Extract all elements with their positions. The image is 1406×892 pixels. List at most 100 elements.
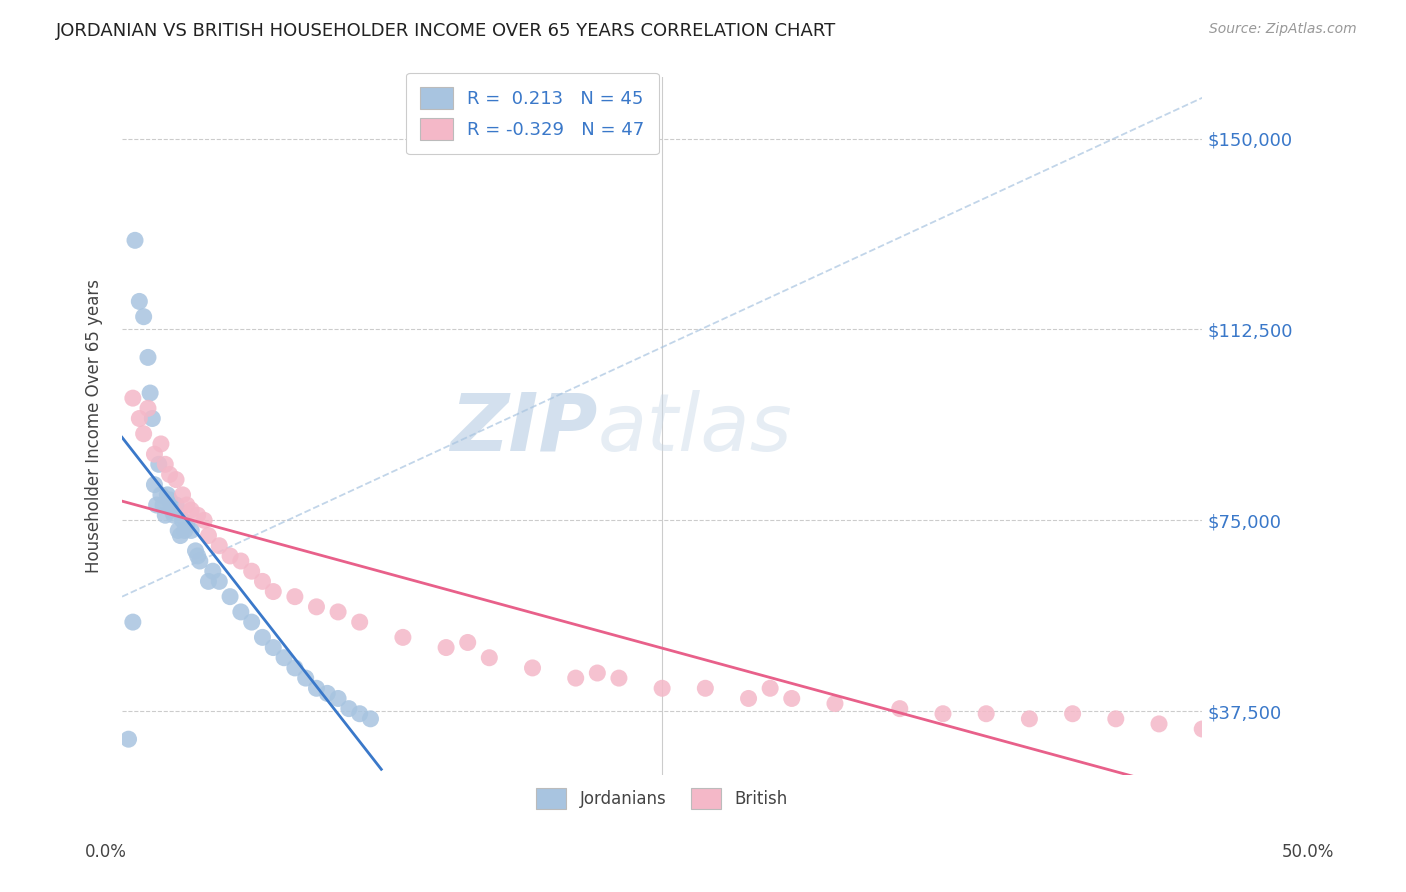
Point [932,706,955,721]
Point [128,411,150,425]
Point [294,671,316,685]
Point [165,498,187,512]
Point [172,513,194,527]
Point [889,701,911,715]
Point [155,458,177,472]
Point [262,584,284,599]
Point [176,498,198,512]
Point [1062,706,1084,721]
Point [208,574,231,589]
Point [167,524,190,538]
Point [197,528,219,542]
Point [139,386,162,401]
Point [149,488,172,502]
Point [145,498,167,512]
Point [349,615,371,629]
Point [173,524,195,538]
Point [160,503,183,517]
Point [136,351,159,365]
Point [132,426,155,441]
Point [695,681,717,696]
Point [522,661,544,675]
Point [143,447,166,461]
Point [607,671,630,685]
Point [240,615,263,629]
Point [737,691,759,706]
Point [1147,717,1170,731]
Point [478,650,501,665]
Point [201,564,224,578]
Point [124,233,146,247]
Point [156,488,179,502]
Point [187,508,209,523]
Point [586,665,609,680]
Point [305,599,328,614]
Point [172,488,194,502]
Point [141,411,163,425]
Point [143,477,166,491]
Text: Source: ZipAtlas.com: Source: ZipAtlas.com [1209,22,1357,37]
Point [457,635,479,649]
Point [1105,712,1128,726]
Text: JORDANIAN VS BRITISH HOUSEHOLDER INCOME OVER 65 YEARS CORRELATION CHART: JORDANIAN VS BRITISH HOUSEHOLDER INCOME … [56,22,837,40]
Point [360,712,382,726]
Text: 50.0%: 50.0% [1281,843,1334,861]
Point [759,681,782,696]
Point [128,294,150,309]
Point [284,590,307,604]
Point [148,458,170,472]
Text: atlas: atlas [598,390,792,467]
Point [159,492,181,507]
Point [262,640,284,655]
Y-axis label: Householder Income Over 65 years: Householder Income Over 65 years [86,279,103,574]
Point [152,498,174,512]
Point [176,518,198,533]
Point [824,697,846,711]
Point [219,590,242,604]
Point [197,574,219,589]
Point [219,549,242,563]
Point [165,473,187,487]
Point [564,671,586,685]
Point [169,528,191,542]
Point [159,467,181,482]
Point [121,615,143,629]
Point [136,401,159,416]
Point [229,605,252,619]
Point [349,706,371,721]
Point [121,391,143,405]
Point [392,631,415,645]
Point [974,706,997,721]
Point [252,574,274,589]
Point [229,554,252,568]
Point [326,691,349,706]
Point [651,681,673,696]
Point [187,549,209,563]
Point [117,732,139,747]
Point [184,544,207,558]
Legend: Jordanians, British: Jordanians, British [530,781,794,815]
Point [208,539,231,553]
Point [193,513,215,527]
Point [240,564,263,578]
Point [180,524,202,538]
Point [163,508,186,523]
Point [155,508,177,523]
Point [1191,722,1213,736]
Point [337,701,360,715]
Point [132,310,155,324]
Point [252,631,274,645]
Point [305,681,328,696]
Point [149,437,172,451]
Point [434,640,457,655]
Point [284,661,307,675]
Point [316,686,339,700]
Point [273,650,295,665]
Point [326,605,349,619]
Text: ZIP: ZIP [450,390,598,467]
Point [1018,712,1040,726]
Text: 0.0%: 0.0% [84,843,127,861]
Point [188,554,211,568]
Point [180,503,202,517]
Point [780,691,803,706]
